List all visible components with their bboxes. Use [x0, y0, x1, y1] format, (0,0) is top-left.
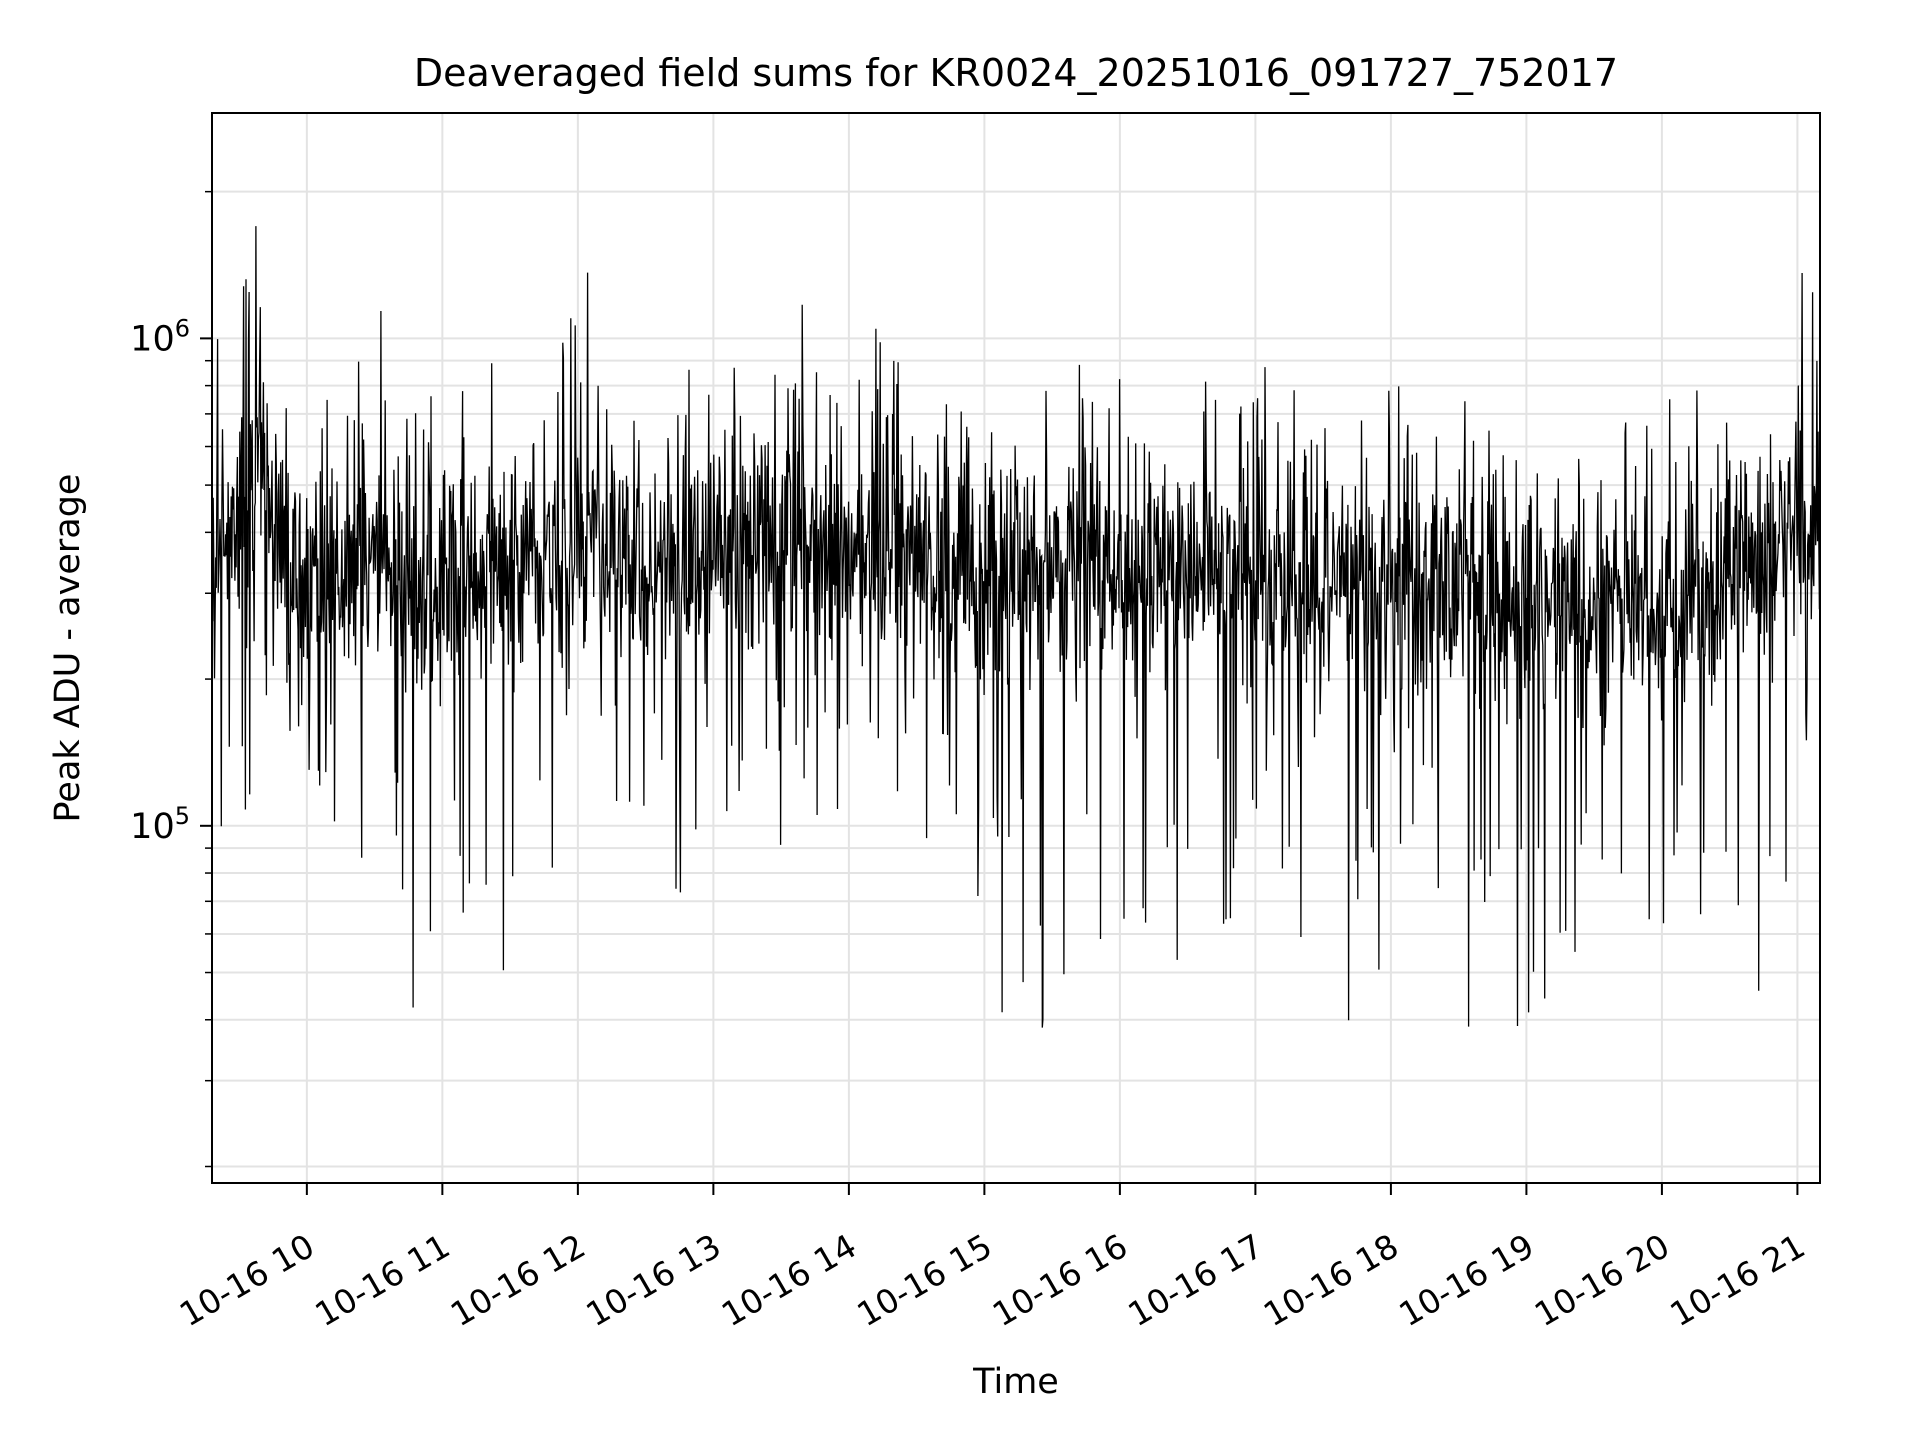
y-tick-label: 106 [130, 314, 190, 359]
plot-frame [211, 112, 1821, 1184]
y-axis-label: Peak ADU - average [48, 474, 88, 823]
data-series [211, 226, 1821, 1028]
series-line [211, 226, 1821, 1028]
x-axis-label: Time [972, 1362, 1059, 1402]
grid [212, 113, 1820, 1183]
chart-title: Deaveraged field sums for KR0024_2025101… [414, 51, 1618, 95]
